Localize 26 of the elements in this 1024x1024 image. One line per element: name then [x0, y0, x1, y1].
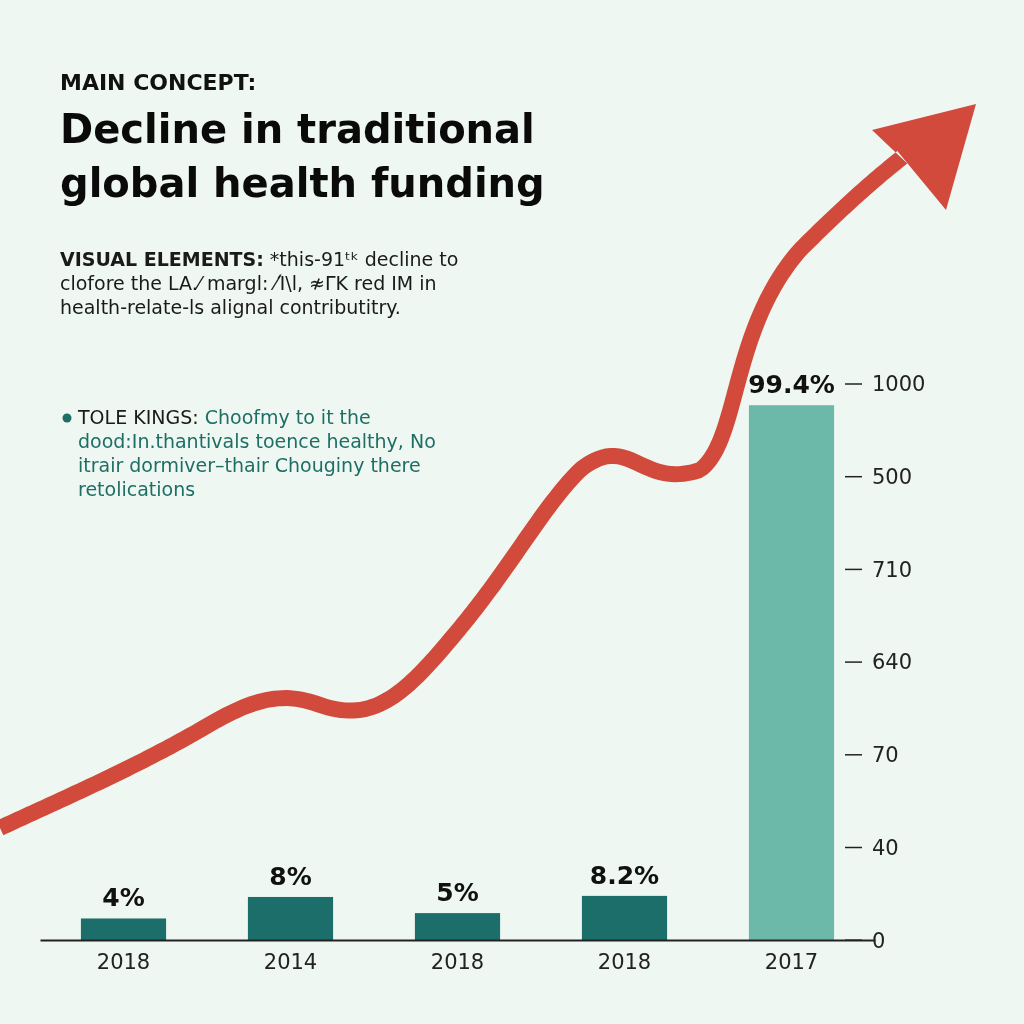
data-label: 8%	[269, 861, 312, 891]
annotation: 40	[872, 835, 899, 860]
data-label: 4%	[102, 883, 145, 913]
data-label: 5%	[436, 878, 479, 908]
chart-title: Decline in traditional global health funding	[60, 106, 545, 206]
data-label: 99.4%	[748, 370, 835, 400]
annotation: TOLE KINGS: Choofmy to it the dood:In.thantivals toence healthy, No itrair dormiver–thair Chouginy there retolications	[77, 406, 436, 500]
bar	[581, 895, 668, 940]
x-tick-label: 2018	[96, 949, 151, 974]
bar	[247, 896, 334, 940]
bar	[80, 918, 167, 940]
bar	[748, 405, 835, 940]
x-tick-label: 2018	[597, 949, 652, 974]
data-label: 8.2%	[589, 860, 660, 890]
annotation: 0	[872, 928, 886, 953]
annotation: 640	[872, 650, 913, 675]
annotation: 710	[872, 557, 913, 582]
chart-subtitle: MAIN CONCEPT:	[60, 70, 257, 95]
x-tick-label: 2017	[764, 949, 819, 974]
x-tick-label: 2014	[263, 949, 318, 974]
annotation: 70	[872, 743, 899, 768]
text: 1000	[872, 372, 926, 397]
annotation: 500	[872, 465, 913, 490]
x-tick-label: 2018	[430, 949, 485, 974]
bar	[414, 913, 501, 940]
text: VISUAL ELEMENTS: *this-91ᵗᵏ decline to clofore the LA.⁄ margl: ⁄Ί\l, ≉ΓK red IM in health-relate-ls alignal contributitry.	[60, 248, 459, 318]
